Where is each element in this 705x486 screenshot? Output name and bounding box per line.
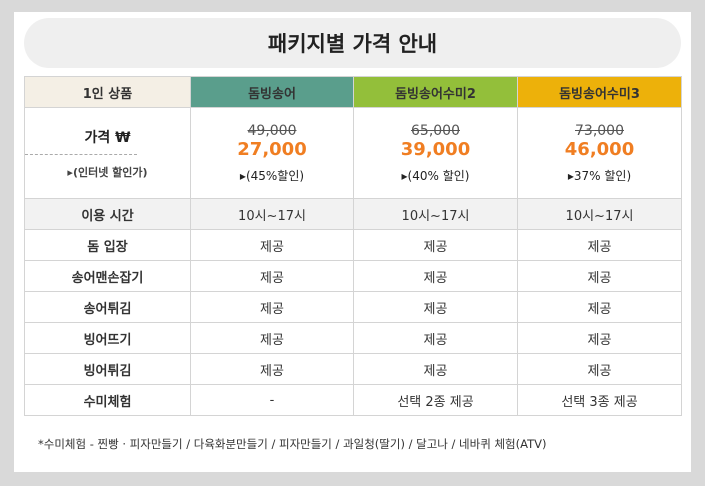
row-value: 제공 bbox=[353, 260, 518, 292]
price-row: 가격 ₩ ▸(인터넷 할인가) 49,000 27,000 ▸(45%할인) 6… bbox=[24, 107, 682, 199]
row-value: 제공 bbox=[190, 260, 354, 292]
price-sub-label: ▸(인터넷 할인가) bbox=[67, 165, 148, 179]
header-package-1: 돔빙송어 bbox=[190, 76, 354, 108]
row-value: 제공 bbox=[353, 322, 518, 354]
row-value: 제공 bbox=[353, 353, 518, 385]
header-package-3: 돔빙송어수미3 bbox=[517, 76, 682, 108]
original-price: 65,000 bbox=[411, 122, 460, 139]
row-label: 빙어뜨기 bbox=[24, 322, 191, 354]
row-value: 10시~17시 bbox=[190, 198, 354, 230]
footnote: *수미체험 - 찐빵 · 피자만들기 / 다육화분만들기 / 피자만들기 / 과… bbox=[38, 437, 547, 451]
row-value: 제공 bbox=[190, 353, 354, 385]
row-value: 제공 bbox=[517, 291, 682, 323]
price-cell-package-1: 49,000 27,000 ▸(45%할인) bbox=[190, 107, 354, 199]
table-header-row: 1인 상품 돔빙송어 돔빙송어수미2 돔빙송어수미3 bbox=[24, 76, 682, 108]
sale-price: 39,000 bbox=[400, 138, 471, 160]
row-label: 이용 시간 bbox=[24, 198, 191, 230]
table-row-sumi-experience: 수미체험 - 선택 2종 제공 선택 3종 제공 bbox=[24, 384, 682, 416]
table-row-smelt-fry: 빙어튀김 제공 제공 제공 bbox=[24, 353, 682, 385]
row-label: 빙어튀김 bbox=[24, 353, 191, 385]
table-row-trout-catching: 송어맨손잡기 제공 제공 제공 bbox=[24, 260, 682, 292]
original-price: 49,000 bbox=[247, 122, 297, 139]
original-price: 73,000 bbox=[575, 122, 624, 139]
row-value: 제공 bbox=[517, 322, 682, 354]
discount-rate: ▸(40% 할인) bbox=[401, 168, 470, 183]
row-label: 수미체험 bbox=[24, 384, 191, 416]
price-divider bbox=[25, 153, 137, 155]
price-cell-package-3: 73,000 46,000 ▸37% 할인) bbox=[517, 107, 682, 199]
header-package-2: 돔빙송어수미2 bbox=[353, 76, 518, 108]
price-label: 가격 ₩ bbox=[84, 129, 131, 146]
row-value: 10시~17시 bbox=[353, 198, 518, 230]
sale-price: 46,000 bbox=[564, 138, 635, 160]
table-row-trout-fry: 송어튀김 제공 제공 제공 bbox=[24, 291, 682, 323]
price-table: 1인 상품 돔빙송어 돔빙송어수미2 돔빙송어수미3 가격 ₩ ▸(인터넷 할인… bbox=[24, 76, 682, 416]
table-row-usage-time: 이용 시간 10시~17시 10시~17시 10시~17시 bbox=[24, 198, 682, 230]
page-title: 패키지별 가격 안내 bbox=[24, 18, 681, 68]
row-value: 제공 bbox=[190, 322, 354, 354]
row-value: 선택 2종 제공 bbox=[353, 384, 518, 416]
row-value: 제공 bbox=[517, 229, 682, 261]
row-value: 제공 bbox=[190, 291, 354, 323]
sale-price: 27,000 bbox=[237, 138, 307, 160]
row-value: 제공 bbox=[517, 260, 682, 292]
table-row-smelt-scooping: 빙어뜨기 제공 제공 제공 bbox=[24, 322, 682, 354]
row-label: 송어튀김 bbox=[24, 291, 191, 323]
row-value: 제공 bbox=[353, 291, 518, 323]
price-cell-package-2: 65,000 39,000 ▸(40% 할인) bbox=[353, 107, 518, 199]
price-label-cell: 가격 ₩ ▸(인터넷 할인가) bbox=[24, 107, 191, 199]
row-value: 선택 3종 제공 bbox=[517, 384, 682, 416]
row-value: 제공 bbox=[353, 229, 518, 261]
row-value: - bbox=[190, 384, 354, 416]
discount-rate: ▸(45%할인) bbox=[239, 168, 305, 183]
header-product: 1인 상품 bbox=[24, 76, 191, 108]
row-label: 송어맨손잡기 bbox=[24, 260, 191, 292]
row-value: 제공 bbox=[517, 353, 682, 385]
row-label: 돔 입장 bbox=[24, 229, 191, 261]
row-value: 10시~17시 bbox=[517, 198, 682, 230]
price-card: 패키지별 가격 안내 1인 상품 돔빙송어 돔빙송어수미2 돔빙송어수미3 가격… bbox=[14, 12, 691, 472]
table-row-dome-entry: 돔 입장 제공 제공 제공 bbox=[24, 229, 682, 261]
discount-rate: ▸37% 할인) bbox=[567, 168, 632, 183]
row-value: 제공 bbox=[190, 229, 354, 261]
